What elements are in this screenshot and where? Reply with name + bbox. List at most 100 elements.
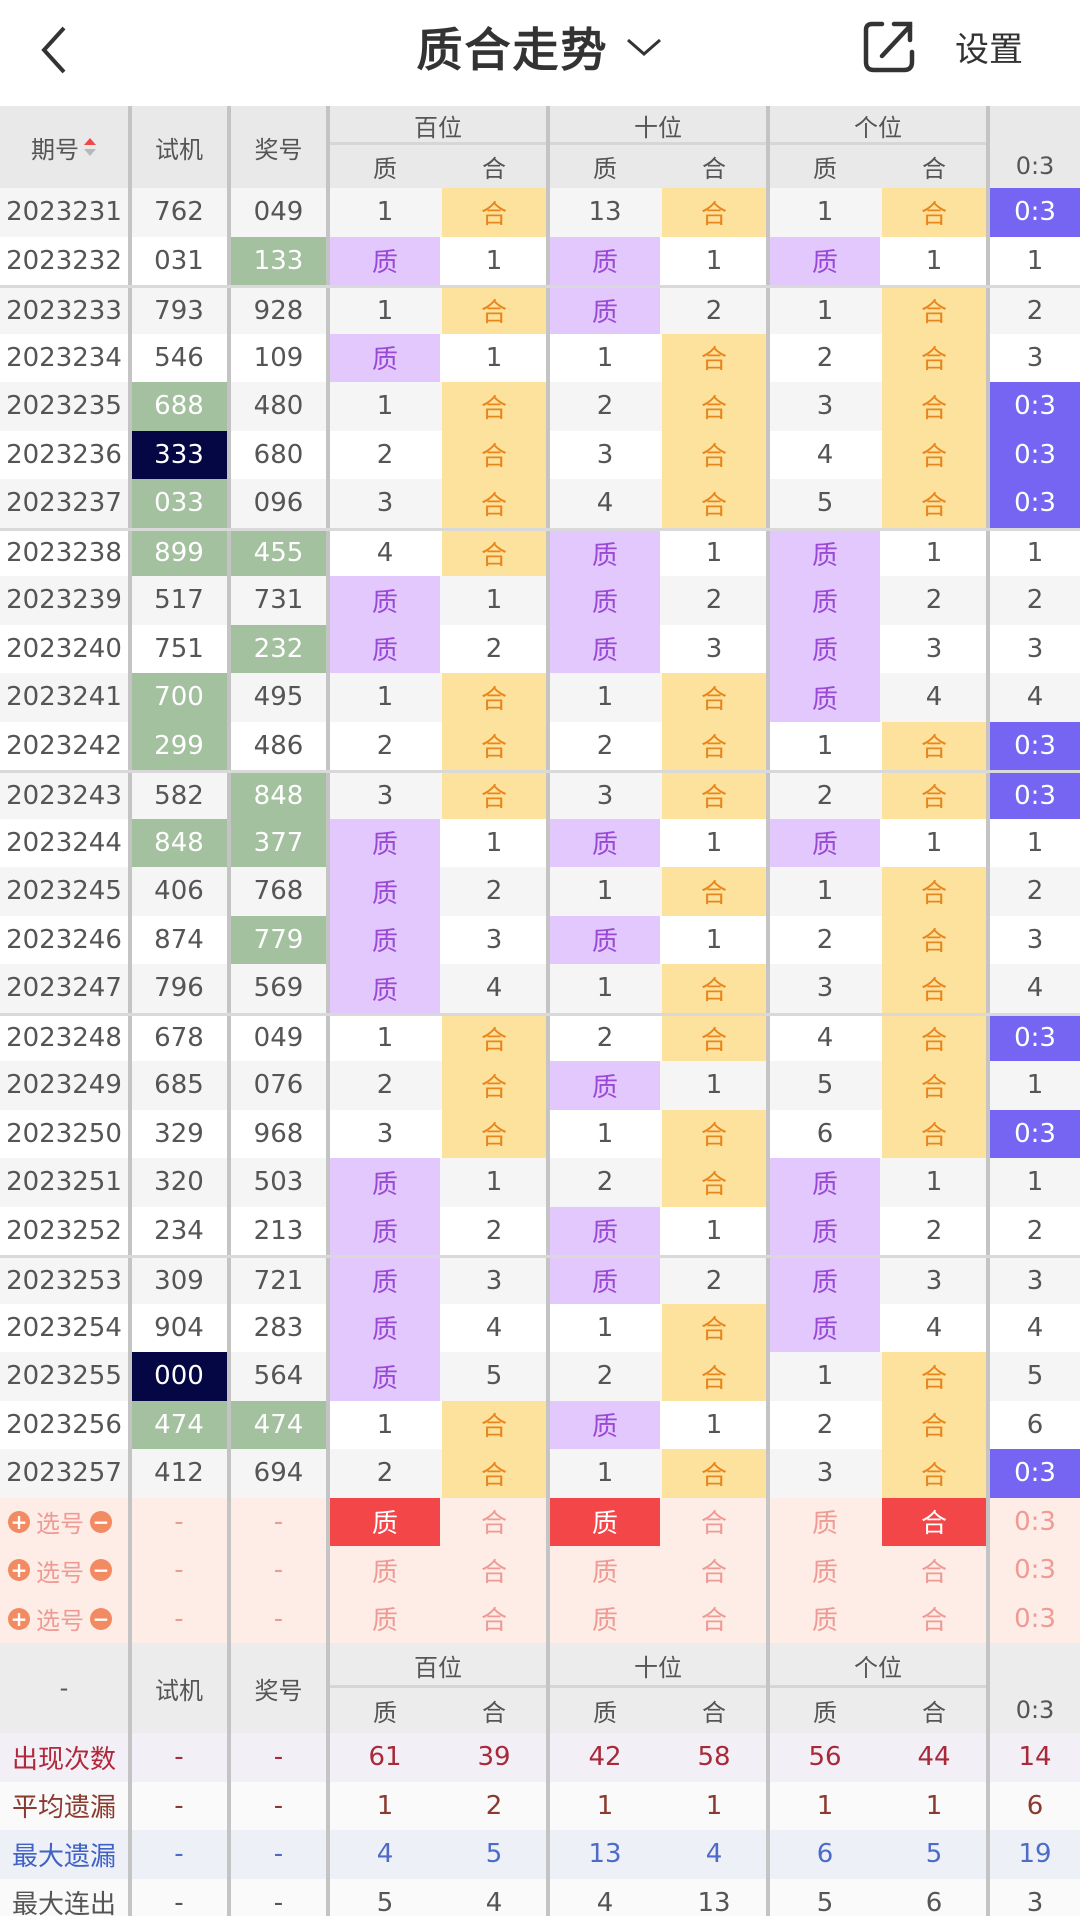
table-row: 2023235 688 480 1 合 2 合 3 合 0:3 — [0, 382, 1080, 431]
pick-option[interactable]: 合 — [920, 1557, 947, 1588]
minus-circle-icon[interactable]: − — [90, 1607, 112, 1630]
minus-circle-icon[interactable]: − — [90, 1559, 112, 1582]
column-divider — [546, 1158, 550, 1207]
period-cell: 2023242 — [6, 730, 122, 761]
plus-circle-icon[interactable]: + — [8, 1559, 30, 1582]
pick-trial-cell: - — [174, 1555, 184, 1586]
pick-option[interactable]: 质 — [811, 1606, 838, 1637]
share-button[interactable] — [862, 18, 916, 74]
trend-cell: 质 — [550, 915, 660, 964]
trend-cell: 合 — [662, 673, 766, 722]
stats-value: 4 — [485, 1887, 503, 1916]
pick-option[interactable]: 质 — [371, 1557, 398, 1588]
column-divider — [766, 1497, 770, 1546]
plus-circle-icon[interactable]: + — [8, 1607, 30, 1630]
pick-option[interactable]: 合 — [480, 1606, 507, 1637]
pick-option[interactable]: 合 — [882, 1497, 986, 1546]
column-divider — [227, 773, 231, 819]
column-divider — [766, 624, 770, 673]
pick-option[interactable]: 合 — [700, 1557, 727, 1588]
column-divider — [546, 867, 550, 916]
prize-number-cell: 377 — [231, 818, 326, 867]
sub-header-3-label: 合 — [702, 1698, 726, 1727]
sort-up-down-icon[interactable] — [83, 135, 97, 159]
title-dropdown[interactable]: 质合走势 — [0, 14, 1080, 84]
trend-cell: 3 — [816, 1458, 834, 1489]
trend-cell: 质 — [770, 624, 880, 673]
table-row: 2023257 412 694 2 合 1 合 3 合 0:3 — [0, 1449, 1080, 1498]
sub-header-4: 质 — [770, 144, 880, 188]
pick-option[interactable]: 质 — [371, 1606, 398, 1637]
trial-header: 试机 — [131, 106, 227, 188]
settings-button[interactable]: 设置 — [955, 30, 1023, 70]
trend-cell: 1 — [485, 245, 503, 276]
column-divider — [326, 1061, 330, 1110]
trend-cell: 1 — [705, 924, 723, 955]
period-header[interactable]: 期号 — [0, 106, 128, 188]
trend-cell: 3 — [1026, 1265, 1044, 1296]
sub-header-6-label: 0:3 — [1015, 152, 1055, 180]
prize-header-label: 奖号 — [254, 1676, 303, 1705]
column-divider — [546, 1546, 550, 1595]
trend-cell: 1 — [925, 245, 943, 276]
pick-option[interactable]: 合 — [920, 1606, 947, 1637]
pick-option[interactable]: 质 — [550, 1497, 660, 1546]
column-divider — [546, 1206, 550, 1255]
prize-number-cell: 049 — [253, 197, 304, 228]
trial-number-cell: 685 — [154, 1070, 204, 1101]
column-divider — [986, 818, 990, 867]
period-cell: 2023244 — [6, 827, 122, 858]
group-header-1-label: 十位 — [634, 113, 682, 142]
column-divider — [986, 1878, 990, 1916]
prize-number-cell: 495 — [253, 682, 304, 713]
trend-cell: 1 — [816, 197, 834, 228]
trend-cell: 2 — [816, 780, 834, 811]
trend-cell: 2 — [816, 924, 834, 955]
column-divider — [546, 964, 550, 1013]
pick-option[interactable]: 质 — [811, 1509, 838, 1540]
trial-number-cell: 700 — [131, 673, 227, 722]
period-cell: 2023256 — [6, 1409, 122, 1440]
pick-option[interactable]: 质 — [591, 1606, 618, 1637]
trend-cell: 质 — [330, 333, 440, 382]
stats-label: 出现次数 — [11, 1744, 116, 1775]
column-divider — [986, 773, 990, 819]
pick-option[interactable]: 合 — [700, 1509, 727, 1540]
column-divider — [227, 236, 231, 285]
pick-option[interactable]: 合 — [700, 1606, 727, 1637]
trend-cell: 质 — [330, 964, 440, 1013]
minus-circle-icon[interactable]: − — [90, 1510, 112, 1533]
trend-cell: 1 — [1026, 538, 1044, 569]
column-divider — [326, 1497, 330, 1546]
column-divider — [766, 1258, 770, 1304]
column-divider — [986, 576, 990, 625]
pick-option[interactable]: 质 — [811, 1557, 838, 1588]
column-divider — [227, 1258, 231, 1304]
trend-cell: 质 — [550, 288, 660, 334]
stats-value: 42 — [588, 1742, 622, 1773]
back-button[interactable] — [36, 20, 86, 80]
column-divider — [227, 1594, 231, 1643]
pick-option[interactable]: 合 — [480, 1557, 507, 1588]
pick-option[interactable]: 质 — [591, 1557, 618, 1588]
column-divider — [986, 530, 990, 576]
pick-option[interactable]: 0:3 — [1014, 1555, 1056, 1586]
column-divider — [227, 479, 231, 528]
trend-cell: 质 — [330, 1158, 440, 1207]
trend-cell: 1 — [1026, 827, 1044, 858]
column-divider — [766, 964, 770, 1013]
trend-cell: 1 — [705, 827, 723, 858]
trend-cell: 合 — [662, 188, 766, 237]
prize-number-cell: 283 — [253, 1312, 304, 1343]
column-divider — [128, 576, 132, 625]
period-cell: 2023250 — [6, 1118, 122, 1149]
pick-option[interactable]: 质 — [330, 1497, 440, 1546]
stats-label: 最大连出 — [11, 1890, 116, 1916]
column-divider — [546, 1258, 550, 1304]
plus-circle-icon[interactable]: + — [8, 1510, 30, 1533]
trend-cell: 合 — [882, 915, 986, 964]
prize-number-cell: 480 — [253, 391, 304, 422]
pick-option[interactable]: 合 — [480, 1509, 507, 1540]
pick-option[interactable]: 0:3 — [1014, 1506, 1056, 1537]
pick-option[interactable]: 0:3 — [1014, 1603, 1056, 1634]
